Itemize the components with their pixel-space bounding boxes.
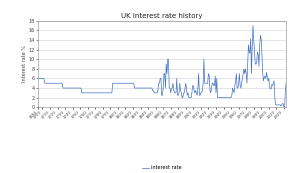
interest rate <box>56 82 59 84</box>
interest rate <box>192 85 195 87</box>
interest rate <box>251 25 255 27</box>
interest rate <box>36 77 40 79</box>
interest rate <box>276 104 280 106</box>
interest rate <box>284 81 288 83</box>
Title: UK interest rate history: UK interest rate history <box>121 13 203 19</box>
Line: interest rate: interest rate <box>38 26 286 107</box>
interest rate <box>64 87 68 89</box>
Y-axis label: Interest rate %: Interest rate % <box>22 45 27 83</box>
interest rate <box>43 82 46 84</box>
interest rate <box>282 106 286 108</box>
Legend: interest rate: interest rate <box>140 163 184 172</box>
interest rate <box>254 63 258 65</box>
